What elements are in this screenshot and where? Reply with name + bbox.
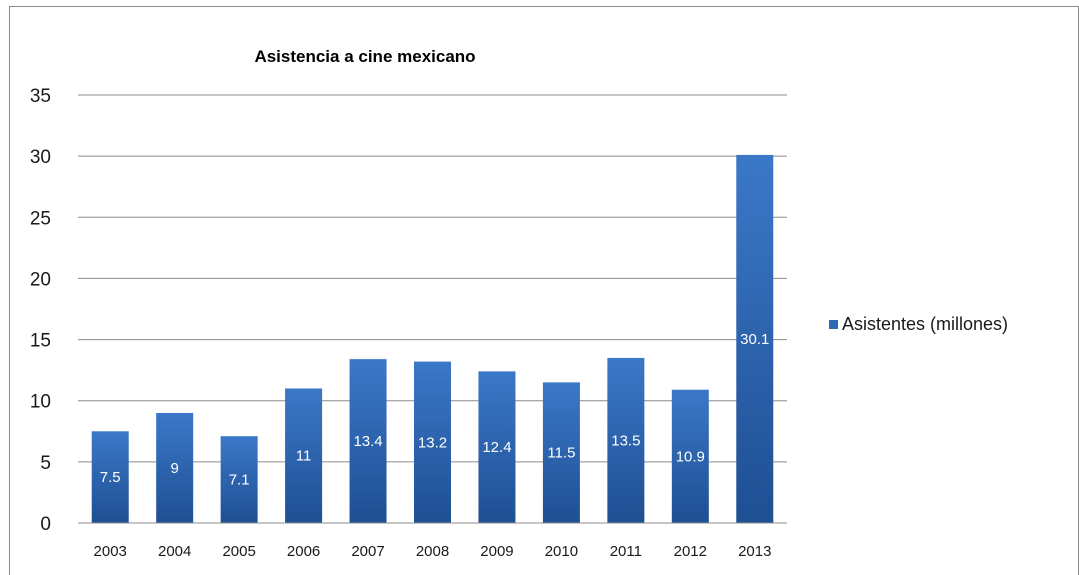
- x-tick-label: 2011: [610, 543, 642, 560]
- x-tick-label: 2009: [480, 543, 513, 560]
- y-tick-label: 5: [40, 453, 51, 474]
- y-tick-label: 15: [30, 331, 51, 352]
- y-tick-label: 20: [30, 269, 51, 290]
- x-tick-label: 2008: [416, 543, 449, 560]
- data-label: 11.5: [547, 445, 575, 462]
- x-tick-label: 2003: [94, 543, 127, 560]
- bar: [91, 431, 129, 523]
- data-label: 13.5: [611, 432, 640, 449]
- bar: [607, 357, 645, 523]
- y-tick-label: 25: [30, 208, 51, 229]
- x-tick-label: 2007: [351, 543, 384, 560]
- x-axis-ticks: 2003 2004 2005 2006 2007 2008 2009 2010 2011 2012…: [94, 543, 772, 560]
- legend-swatch: [829, 320, 838, 329]
- bar: [478, 371, 516, 523]
- y-tick-label: 10: [30, 392, 51, 413]
- bar: [736, 154, 774, 524]
- x-tick-label: 2006: [287, 543, 320, 560]
- bar: [220, 436, 258, 523]
- data-label: 30.1: [740, 331, 769, 348]
- x-tick-label: 2013: [738, 543, 771, 560]
- x-tick-label: 2010: [545, 543, 578, 560]
- data-label: 10.9: [676, 448, 705, 465]
- data-label: 9: [171, 460, 179, 477]
- bar: [671, 389, 709, 523]
- y-tick-label: 35: [30, 86, 51, 107]
- x-tick-label: 2005: [222, 543, 255, 560]
- legend: Asistentes (millones): [829, 314, 1008, 334]
- bar: [156, 412, 194, 523]
- bars: 7.5 9 7.1 11 13.4 13.2 12.4 11.5 13.5 10.9 30.1: [91, 154, 774, 524]
- y-axis-ticks: 0 5 10 15 20 25 30 35: [30, 86, 51, 535]
- y-tick-label: 30: [30, 147, 51, 168]
- chart-title: Asistencia a cine mexicano: [254, 47, 475, 66]
- data-label: 12.4: [482, 439, 511, 456]
- data-label: 11: [296, 448, 312, 465]
- data-label: 13.4: [353, 433, 382, 450]
- bar: [414, 361, 451, 523]
- data-label: 13.2: [418, 434, 447, 451]
- legend-label: Asistentes (millones): [842, 314, 1008, 334]
- bar: [349, 359, 387, 523]
- data-label: 7.5: [100, 469, 121, 486]
- bar: [542, 382, 580, 523]
- x-tick-label: 2012: [674, 543, 707, 560]
- x-tick-label: 2004: [158, 543, 191, 560]
- bar: [285, 388, 323, 523]
- data-label: 7.1: [229, 472, 250, 489]
- y-tick-label: 0: [40, 514, 51, 535]
